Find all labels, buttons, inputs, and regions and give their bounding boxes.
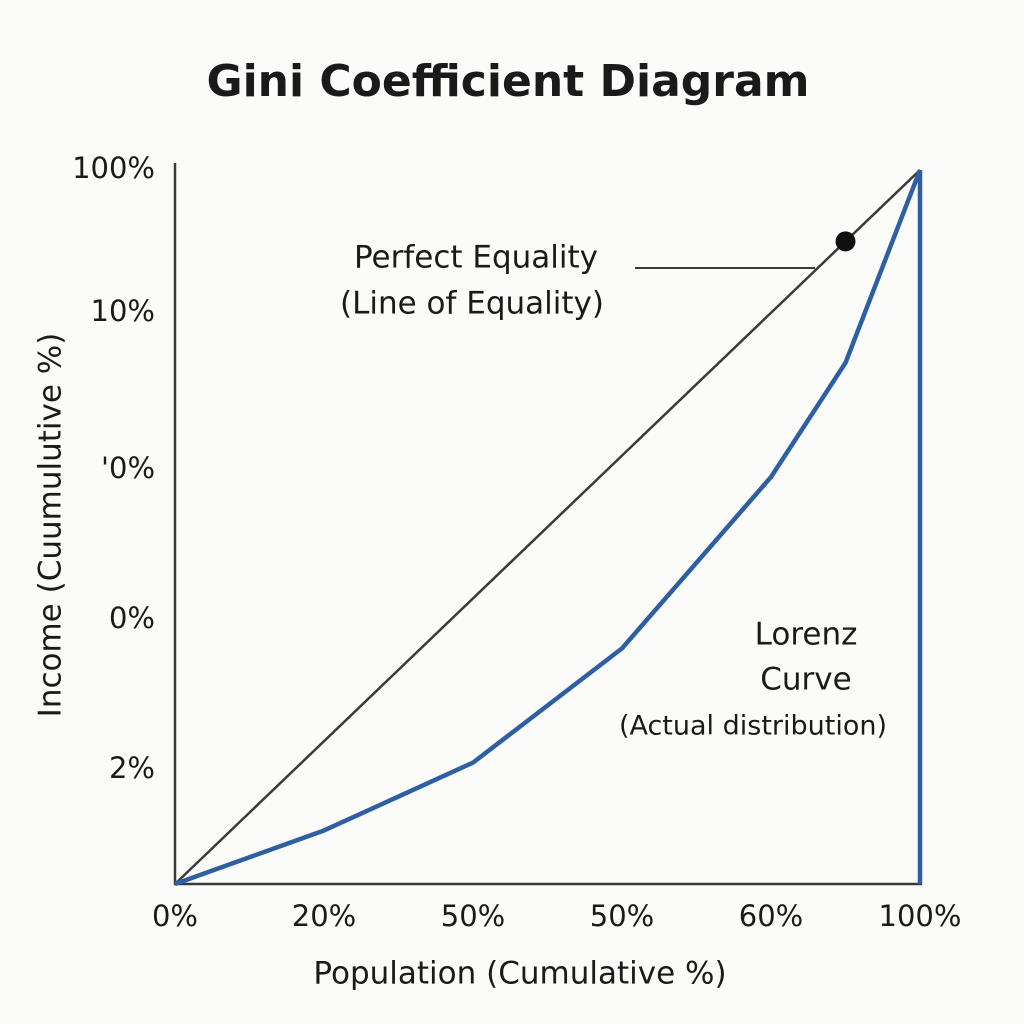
x-tick-label: 100% — [879, 899, 962, 933]
annotation: Lorenz — [755, 617, 858, 653]
y-tick-label: 2% — [109, 751, 155, 785]
y-tick-label: 0% — [109, 601, 155, 635]
x-tick-label: 60% — [739, 899, 803, 933]
x-tick-label: 50% — [590, 899, 654, 933]
annotation: Perfect Equality — [354, 240, 598, 276]
y-tick-label: 100% — [72, 151, 155, 185]
annotation: Curve — [760, 662, 851, 698]
x-tick-label: 0% — [152, 899, 198, 933]
annotation: (Line of Equality) — [340, 286, 604, 322]
y-tick-label: '0% — [101, 451, 155, 485]
y-axis-label: Income (Cuumulutive %) — [33, 333, 69, 718]
chart-title: Gini Coefficient Diagram — [206, 56, 809, 107]
x-tick-label: 20% — [292, 899, 356, 933]
lorenz-curve — [174, 169, 923, 887]
annotation: (Actual distribution) — [619, 711, 887, 742]
y-tick-label: 10% — [91, 294, 155, 328]
x-axis-label: Population (Cumulative %) — [313, 956, 726, 992]
marker-point — [835, 231, 856, 252]
equality-line — [174, 169, 921, 885]
x-tick-label: 50% — [441, 899, 505, 933]
